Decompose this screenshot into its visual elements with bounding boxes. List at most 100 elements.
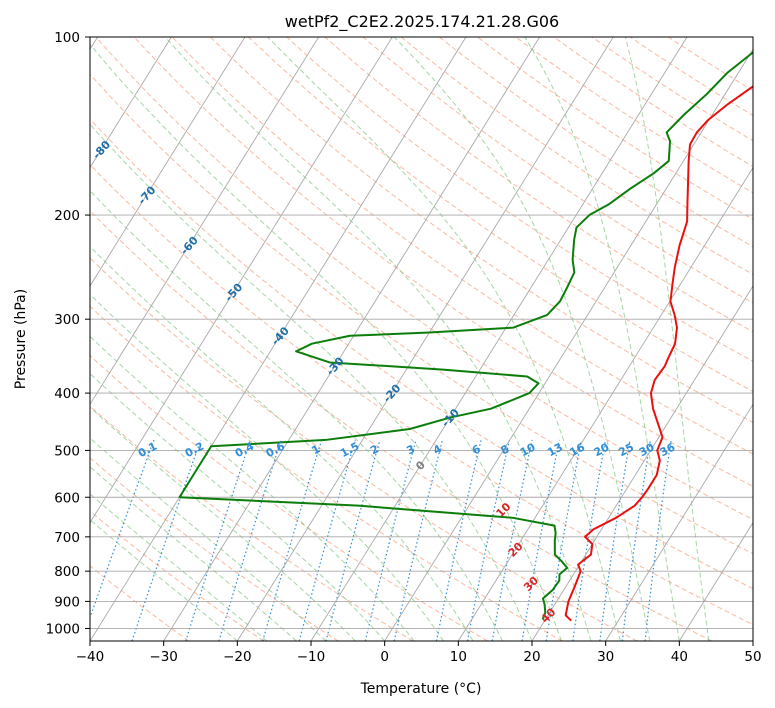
y-tick-label: 1000	[46, 621, 80, 637]
parcel-label: 30	[521, 574, 541, 594]
mixing-ratio-line	[572, 439, 607, 641]
mixing-ratio-label: 0.2	[183, 440, 206, 461]
moist-adiabat-line	[90, 406, 356, 641]
x-tick-label: −30	[149, 649, 178, 665]
isotherm-line	[236, 37, 614, 641]
dry-adiabat-line	[90, 305, 563, 641]
y-tick-label: 400	[54, 386, 80, 402]
isotherm-line	[605, 403, 753, 641]
moist-adiabat-line	[90, 293, 445, 641]
dry-adiabat-line	[171, 37, 753, 455]
moist-adiabat-line	[90, 245, 474, 641]
mixing-ratio-label: 13	[545, 441, 565, 460]
y-axis-title: Pressure (hPa)	[13, 289, 29, 389]
y-tick-label: 200	[54, 208, 80, 224]
mixing-ratio-label: 30	[637, 440, 657, 459]
x-tick-label: −10	[297, 649, 326, 665]
mixing-ratio-label: 6	[470, 442, 483, 457]
dry-adiabat-line	[90, 163, 753, 626]
isotherm-line	[90, 37, 467, 641]
chart-title: wetPf2_C2E2.2025.174.21.28.G06	[285, 12, 559, 32]
moist-adiabat-line	[267, 37, 621, 641]
mixing-ratio-line	[90, 439, 155, 620]
dewpoint-profile	[178, 51, 753, 620]
mixing-ratio-line	[218, 439, 282, 641]
temperature-profile	[564, 85, 753, 622]
mixing-ratio-label: 1.5	[338, 440, 361, 461]
mixing-ratio-label: 36	[658, 440, 678, 459]
mixing-ratio-line	[644, 439, 672, 641]
isotherm-line	[752, 640, 753, 641]
dry-adiabat-line	[362, 37, 753, 304]
y-tick-label: 300	[54, 312, 80, 328]
isotherm-line	[678, 521, 753, 641]
x-axis: −40 −30 −20 −10 0 10 20 30 40 50	[76, 641, 762, 665]
dry-adiabat-line	[90, 510, 264, 641]
moist-adiabat-line	[394, 37, 651, 641]
dry-adiabat-label: -10	[439, 406, 462, 430]
dry-adiabat-label: -80	[90, 138, 113, 162]
mixing-ratio-label: 3	[404, 442, 417, 457]
mixing-ratio-line	[545, 439, 582, 641]
moist-adiabat-line	[164, 37, 592, 641]
mixing-ratio-label: 0.4	[233, 439, 257, 460]
mixing-ratio-line	[364, 439, 417, 641]
dry-adiabat-label: -20	[381, 381, 404, 405]
grid-lines	[90, 37, 753, 641]
series-lines	[178, 51, 753, 622]
dry-adiabat-line	[439, 37, 753, 248]
dry-adiabat-line	[210, 37, 753, 423]
isotherm-line	[90, 37, 246, 287]
moist-adiabat-line	[90, 373, 386, 641]
y-tick-label: 700	[54, 530, 80, 546]
dry-adiabat-label: -50	[222, 280, 245, 304]
mixing-ratio-line	[262, 439, 323, 641]
mixing-ratio-lines	[90, 439, 672, 641]
y-axis: 100 200 300 400 500 600 700 800 900 1000	[46, 30, 90, 637]
moist-adiabat-line	[90, 519, 238, 641]
x-tick-label: 30	[597, 649, 614, 665]
line-labels: 0.1 0.2 0.4 0.6 1 1.5 2 3 4 6 8 10 13 16 20 25 30 36-100-…	[0, 47, 678, 626]
isotherm-line	[163, 37, 541, 641]
x-tick-label: 40	[671, 649, 688, 665]
mixing-ratio-line	[435, 439, 482, 641]
isotherm-line	[457, 166, 753, 641]
x-tick-label: −40	[76, 649, 105, 665]
dry-adiabat-label: -70	[136, 183, 159, 207]
dry-adiabat-line	[553, 37, 753, 168]
isotherm-line	[531, 285, 753, 641]
mixing-ratio-line	[185, 439, 252, 641]
y-tick-label: 100	[54, 30, 80, 46]
moist-adiabat-line	[90, 335, 415, 641]
mixing-ratio-line	[521, 439, 560, 641]
mixing-ratio-label: 2	[368, 442, 381, 457]
dry-adiabat-label: -60	[178, 234, 201, 258]
moist-adiabat-line	[90, 123, 533, 641]
parcel-label: 40	[538, 605, 558, 625]
dry-adiabat-line	[248, 37, 753, 393]
dry-adiabat-label: -100	[0, 47, 23, 76]
mixing-ratio-label: 16	[567, 440, 587, 459]
x-tick-label: 10	[450, 649, 467, 665]
dry-adiabat-line	[90, 210, 712, 641]
isotherm-line	[90, 37, 393, 524]
dry-adiabat-line	[90, 354, 488, 641]
plot-frame	[89, 36, 754, 642]
mixing-ratio-label: 20	[592, 440, 612, 459]
y-tick-label: 600	[54, 490, 80, 506]
isotherm-line	[90, 37, 172, 169]
x-tick-label: 0	[380, 649, 389, 665]
parcel-label: 20	[506, 539, 526, 559]
y-tick-label: 500	[54, 443, 80, 459]
moist-adiabat-line	[524, 37, 680, 641]
mixing-ratio-line	[466, 439, 511, 641]
moist-adiabats	[90, 37, 710, 641]
dry-adiabat-label: -90	[45, 93, 68, 117]
dry-adiabat-line	[90, 257, 638, 641]
mixing-ratio-label: 25	[616, 441, 636, 460]
mixing-ratio-line	[599, 439, 631, 641]
dry-adiabat-label: -30	[324, 354, 347, 378]
isotherm-line	[90, 37, 320, 406]
mixing-ratio-line	[491, 439, 533, 641]
